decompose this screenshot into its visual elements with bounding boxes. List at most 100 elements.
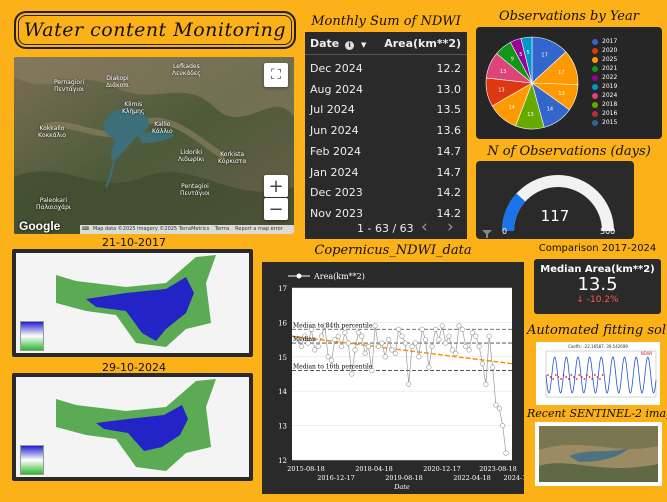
- sort-desc-icon[interactable]: ▼: [360, 41, 367, 49]
- date-column-header[interactable]: Date i ▼: [310, 37, 366, 50]
- legend-swatch: [592, 92, 598, 99]
- y-tick-label: 13: [278, 423, 287, 431]
- data-point: [409, 343, 415, 350]
- pie-legend-item[interactable]: 2022: [592, 73, 617, 82]
- fitting-point: [578, 374, 581, 376]
- table-row[interactable]: Jun 2024 13.6: [305, 124, 467, 144]
- zoom-in-button[interactable]: +: [264, 175, 288, 197]
- colorbar-2017: [20, 321, 44, 351]
- pie-slice-label: 13: [500, 69, 506, 75]
- data-point: [379, 340, 385, 346]
- map-attribution-bar: ⌨ Map data ©2025 Imagery ©2025 TerraMetr…: [80, 225, 294, 234]
- pie-legend-item[interactable]: 2021: [592, 64, 617, 73]
- terms-link[interactable]: Terms: [214, 226, 230, 232]
- sentinel-image[interactable]: [535, 422, 662, 486]
- data-point: [476, 343, 482, 350]
- pie-legend-item[interactable]: 2020: [592, 46, 617, 55]
- y-tick-label: 17: [278, 285, 287, 293]
- data-point: [308, 326, 314, 332]
- fitting-point: [562, 374, 565, 376]
- info-icon[interactable]: i: [345, 41, 355, 50]
- fitting-point: [549, 376, 552, 378]
- report-error-link[interactable]: Report a map error: [235, 226, 283, 232]
- next-page-button[interactable]: ›: [447, 217, 454, 237]
- data-point: [375, 343, 382, 350]
- legend-swatch: [592, 47, 598, 54]
- table-row[interactable]: Jul 2024 13.5: [305, 103, 467, 123]
- ndwi-timeseries-chart[interactable]: 17 16 15 14 13 12 Median to 84th percentile Med…: [262, 262, 532, 494]
- data-point: [325, 354, 331, 360]
- fitting-point: [575, 378, 578, 380]
- fitting-plot[interactable]: Coeffs: -22.16587, 39.542699 NDWI: [536, 342, 660, 405]
- pie-legend-item[interactable]: 2017: [592, 37, 617, 46]
- legend-swatch: [592, 83, 598, 90]
- pie-slice-label: 13: [527, 112, 533, 118]
- annotation-p84: Median to 84th percentile: [293, 322, 373, 329]
- fitting-point: [554, 374, 557, 376]
- ndwi-image-2024[interactable]: [12, 373, 253, 481]
- data-point: [335, 333, 341, 339]
- row-area: 13.0: [436, 82, 462, 96]
- pie-legend-item[interactable]: 2016: [592, 109, 617, 118]
- pie-legend: 2017 2020 2025 2021 2022 2019 2024 2018 2016 2015: [592, 37, 617, 127]
- data-point: [463, 343, 469, 350]
- row-date: Dec 2023: [310, 186, 363, 200]
- ndwi-monthly-table: Date i ▼ Area(km**2) Dec 2024 12.2 Aug 202…: [305, 32, 467, 239]
- zoom-out-button[interactable]: −: [264, 198, 288, 220]
- prev-page-button[interactable]: ‹: [421, 217, 428, 237]
- pie-legend-item[interactable]: 2024: [592, 91, 617, 100]
- data-point: [322, 323, 328, 329]
- legend-label: 2022: [602, 74, 618, 81]
- pie-legend-item[interactable]: 2019: [592, 82, 617, 91]
- area-column-header[interactable]: Area(km**2): [384, 37, 461, 50]
- data-point: [436, 337, 442, 343]
- pie-slice-label: 17: [541, 52, 547, 58]
- table-row[interactable]: Feb 2024 14.7: [305, 145, 467, 165]
- data-point: [386, 337, 392, 343]
- fitting-point: [588, 376, 591, 378]
- pie-legend-item[interactable]: 2018: [592, 100, 617, 109]
- satellite-map[interactable]: Pernagiori Πεντάγιοι Diakopi Διάκοπι Lefka…: [14, 57, 294, 234]
- colorbar-2024: [20, 445, 44, 475]
- table-row[interactable]: Nov 2023 14.2: [305, 207, 467, 227]
- data-point: [483, 381, 489, 387]
- x-tick-label: 2015-08-18: [287, 465, 324, 473]
- data-point: [396, 326, 402, 332]
- fitting-point: [570, 374, 573, 376]
- data-point: [305, 340, 311, 346]
- data-point: [500, 423, 506, 429]
- legend-swatch: [592, 101, 598, 108]
- map-place-label: Lidoriki Λιδωρίκι: [178, 149, 205, 163]
- legend-label: 2025: [602, 56, 618, 63]
- pie-slice-label: 13: [558, 91, 564, 97]
- table-row[interactable]: Aug 2024 13.0: [305, 83, 467, 103]
- legend-label: 2018: [602, 101, 618, 108]
- data-point: [342, 330, 348, 336]
- map-place-label: Kallio Κάλλιο: [152, 121, 173, 135]
- fullscreen-button[interactable]: ⛶: [264, 63, 288, 87]
- x-tick-label: 2019-08-18: [385, 474, 422, 482]
- data-point: [446, 333, 452, 339]
- table-row[interactable]: Dec 2024 12.2: [305, 62, 467, 82]
- x-tick-label: 2024-1...: [503, 474, 524, 482]
- data-point: [412, 340, 418, 346]
- x-axis-label: Date: [393, 483, 410, 491]
- data-point: [479, 361, 486, 367]
- data-point: [473, 333, 479, 339]
- data-point: [362, 350, 368, 356]
- fitting-curve: [545, 350, 657, 398]
- table-row[interactable]: Jan 2024 14.7: [305, 166, 467, 186]
- filter-icon[interactable]: [482, 223, 492, 238]
- row-date: Nov 2023: [310, 206, 363, 220]
- keyboard-shortcuts-icon[interactable]: ⌨: [82, 226, 90, 232]
- pager-range: 1 - 63 / 63: [357, 222, 414, 235]
- pie-legend-item[interactable]: 2025: [592, 55, 617, 64]
- table-row[interactable]: Dec 2023 14.2: [305, 186, 467, 206]
- data-point: [453, 350, 459, 356]
- pie-legend-item[interactable]: 2015: [592, 118, 617, 127]
- ndwi-image-2017[interactable]: [12, 249, 253, 357]
- data-point: [349, 371, 355, 377]
- row-date: Aug 2024: [310, 82, 363, 96]
- pie-slice[interactable]: [520, 36, 533, 84]
